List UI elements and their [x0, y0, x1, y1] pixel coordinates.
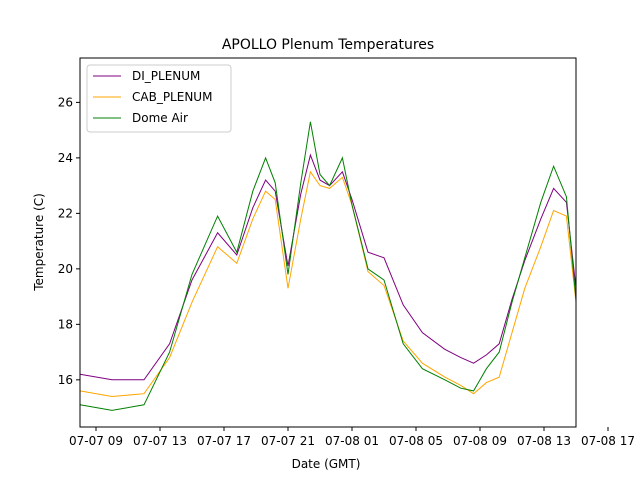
x-tick-label: 07-08 05: [389, 434, 443, 448]
series-line-dome-air: [79, 121, 577, 411]
y-tick-label: 22: [58, 206, 73, 220]
x-tick-label: 07-07 13: [133, 434, 187, 448]
y-axis-label: Temperature (C): [32, 193, 46, 292]
y-axis: 16 18 20 22 24 26: [58, 95, 80, 387]
y-tick-label: 16: [58, 373, 73, 387]
plot-area-frame: [79, 57, 577, 428]
series-line-di-plenum: [79, 153, 577, 381]
x-tick-label: 07-08 13: [517, 434, 571, 448]
legend-label: Dome Air: [132, 111, 188, 125]
y-tick-label: 26: [58, 95, 73, 109]
x-tick-label: 07-08 01: [325, 434, 379, 448]
x-tick-label: 07-07 17: [197, 434, 251, 448]
x-tick-label: 07-07 21: [261, 434, 315, 448]
y-tick-label: 24: [58, 151, 73, 165]
x-tick-label: 07-08 17: [581, 434, 635, 448]
y-tick-label: 18: [58, 317, 73, 331]
y-tick-label: 20: [58, 262, 73, 276]
legend-box: [86, 64, 232, 133]
legend: DI_PLENUM CAB_PLENUM Dome Air: [86, 64, 232, 133]
series-layer: [79, 121, 577, 411]
x-axis: 07-07 09 07-07 13 07-07 17 07-07 21 07-08 01…: [69, 427, 635, 448]
series-line-cab-plenum: [79, 170, 577, 398]
x-tick-label: 07-07 09: [69, 434, 123, 448]
x-tick-label: 07-08 09: [453, 434, 507, 448]
x-axis-label: Date (GMT): [292, 457, 361, 471]
legend-label: DI_PLENUM: [132, 69, 200, 83]
legend-label: CAB_PLENUM: [132, 90, 212, 104]
chart-title: APOLLO Plenum Temperatures: [222, 37, 434, 53]
